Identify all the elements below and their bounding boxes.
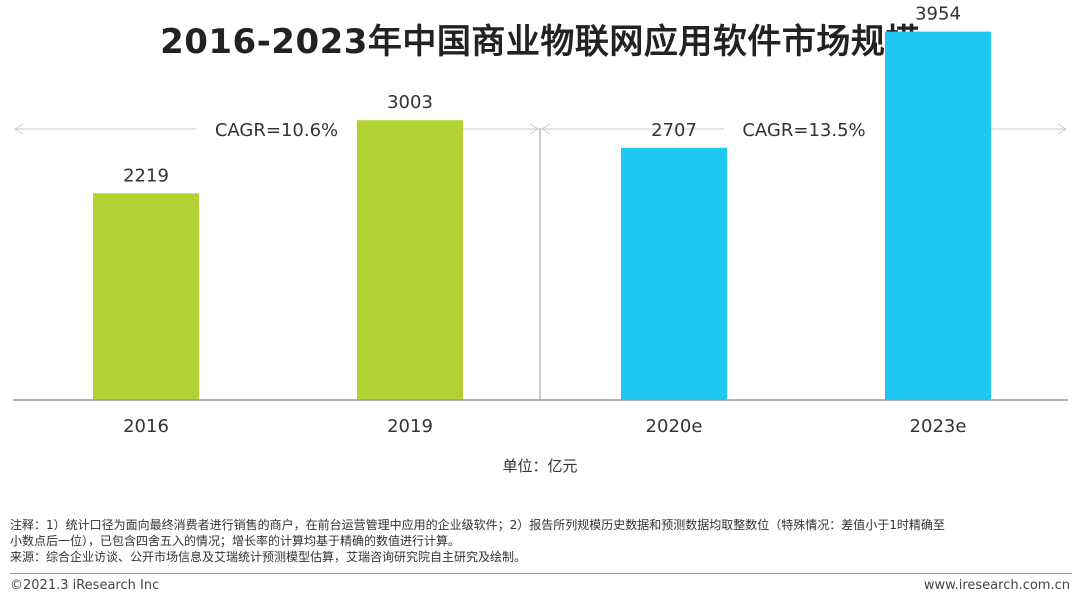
value-label-2023e: 3954 [915, 4, 961, 25]
unit-label: 单位：亿元 [502, 457, 578, 475]
arrow-head-right [1057, 123, 1067, 135]
bar-2016 [93, 193, 199, 400]
arrow-head-right [529, 123, 539, 135]
value-label-2020e: 2707 [651, 120, 697, 141]
cagr-label: CAGR=10.6% [215, 120, 338, 141]
bars-group: 2219 3003 2707 3954 [93, 4, 991, 401]
x-tick-2016: 2016 [123, 416, 169, 437]
footer-divider [10, 573, 1072, 574]
bar-chart: CAGR=10.6% CAGR=13.5% 2219 3003 2707 3954 20… [13, 4, 1068, 437]
bar-2019 [357, 120, 463, 401]
x-tick-labels: 2016 2019 2020e 2023e [123, 416, 966, 437]
arrow-head-left [541, 123, 551, 135]
cagr-label: CAGR=13.5% [742, 120, 865, 141]
page-title: 2016-2023年中国商业物联网应用软件市场规模 [160, 22, 920, 62]
x-tick-2023e: 2023e [910, 416, 967, 437]
copyright-text: ©2021.3 iResearch Inc [10, 578, 160, 593]
x-tick-2020e: 2020e [646, 416, 703, 437]
x-tick-2019: 2019 [387, 416, 433, 437]
note-line-1: 注释：1）统计口径为面向最终消费者进行销售的商户，在前台运营管理中应用的企业级软… [10, 518, 945, 532]
cagr-annotations: CAGR=10.6% CAGR=13.5% [14, 117, 1067, 141]
notes-block: 注释：1）统计口径为面向最终消费者进行销售的商户，在前台运营管理中应用的企业级软… [10, 517, 1072, 565]
value-label-2019: 3003 [387, 92, 433, 113]
cagr-label-background [724, 117, 884, 141]
value-label-2016: 2219 [123, 165, 169, 186]
source-line: 来源：综合企业访谈、公开市场信息及艾瑞统计预测模型估算，艾瑞咨询研究院自主研究及… [10, 550, 527, 564]
bar-2023e [885, 31, 991, 400]
cagr-annotation-1: CAGR=10.6% [14, 117, 539, 141]
arrow-head-left [14, 123, 24, 135]
bar-2020e [621, 147, 727, 400]
cagr-label-background [196, 117, 357, 141]
cagr-annotation-2: CAGR=13.5% [541, 117, 1067, 141]
website-link[interactable]: www.iresearch.com.cn [923, 578, 1070, 593]
note-line-2: 小数点后一位），已包含四舍五入的情况；增长率的计算均基于精确的数值进行计算。 [10, 534, 461, 548]
